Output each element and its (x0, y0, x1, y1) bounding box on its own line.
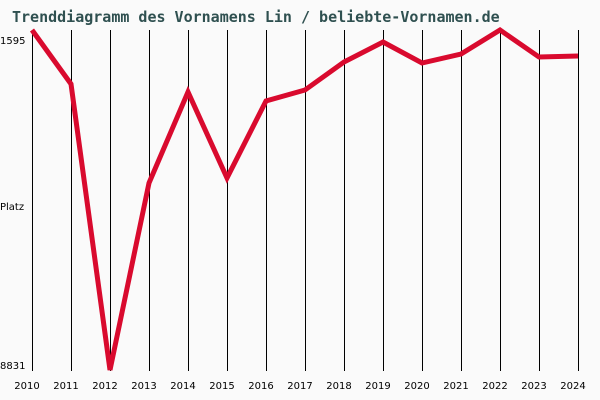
chart-title: Trenddiagramm des Vornamens Lin / belieb… (12, 8, 500, 26)
vertical-gridlines (32, 30, 579, 371)
x-tick-label-2019: 2019 (365, 381, 391, 392)
x-tick-label-2011: 2011 (53, 381, 79, 392)
x-tick-label-2010: 2010 (14, 381, 40, 392)
y-axis-top-label: 1595 (0, 36, 26, 47)
y-axis-title: Platz (0, 202, 25, 213)
x-tick-label-2021: 2021 (443, 381, 469, 392)
x-tick-label-2024: 2024 (560, 381, 586, 392)
x-tick-label-2017: 2017 (287, 381, 313, 392)
x-tick-label-2020: 2020 (404, 381, 430, 392)
x-tick-label-2016: 2016 (248, 381, 274, 392)
x-tick-label-2022: 2022 (482, 381, 508, 392)
x-tick-label-2012: 2012 (92, 381, 118, 392)
series-line-lin (29, 27, 579, 371)
x-tick-label-2018: 2018 (326, 381, 352, 392)
y-axis-bottom-label: 8831 (0, 361, 26, 372)
x-tick-label-2014: 2014 (170, 381, 196, 392)
x-tick-label-2023: 2023 (521, 381, 547, 392)
x-tick-label-2013: 2013 (131, 381, 157, 392)
x-tick-label-2015: 2015 (209, 381, 235, 392)
